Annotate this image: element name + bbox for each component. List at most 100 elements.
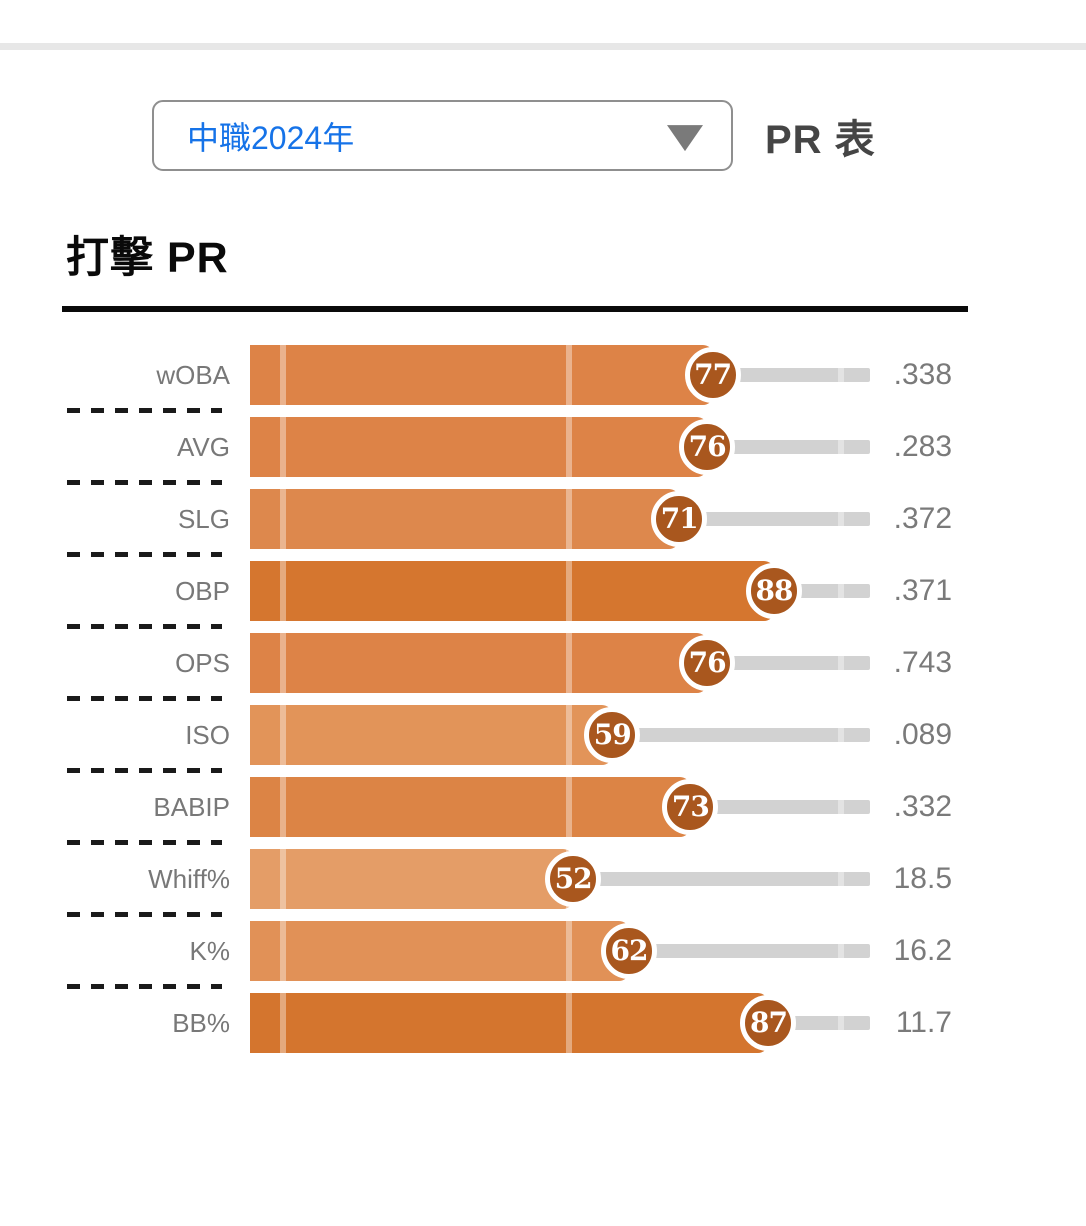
bar-area: 77 — [250, 345, 870, 405]
pr-number: 88 — [755, 574, 794, 607]
stat-value: 18.5 — [893, 862, 952, 895]
chart-row: BABIP 73 .332 — [0, 771, 1086, 843]
pr-number: 59 — [593, 718, 632, 751]
gridline-50 — [566, 417, 572, 477]
gridline-100 — [838, 417, 844, 477]
stat-value: 11.7 — [895, 1006, 952, 1039]
row-separator — [67, 480, 222, 485]
chart-row: OBP 88 .371 — [0, 555, 1086, 627]
pr-bar — [250, 993, 769, 1053]
section-rule — [62, 306, 968, 312]
pr-number: 76 — [688, 646, 727, 679]
section-title: 打擊 PR — [66, 234, 229, 282]
row-separator — [67, 696, 222, 701]
pr-bar — [250, 849, 574, 909]
stat-value: .283 — [893, 430, 952, 463]
chart-row: BB% 87 11.7 — [0, 987, 1086, 1059]
pr-bar — [250, 561, 775, 621]
chart-row: OPS 76 .743 — [0, 627, 1086, 699]
bar-area: 52 — [250, 849, 870, 909]
row-separator — [67, 552, 222, 557]
chart-row: AVG 76 .283 — [0, 411, 1086, 483]
bar-area: 87 — [250, 993, 870, 1053]
row-separator — [67, 408, 222, 413]
gridline-100 — [838, 633, 844, 693]
gridline-50 — [566, 633, 572, 693]
gridline-100 — [838, 993, 844, 1053]
pr-bar — [250, 705, 613, 765]
pr-marker: 77 — [684, 347, 741, 403]
row-separator — [67, 624, 222, 629]
row-label: K% — [189, 935, 230, 966]
gridline-100 — [838, 849, 844, 909]
pr-marker: 73 — [662, 779, 719, 835]
pr-number: 76 — [688, 430, 727, 463]
row-separator — [67, 984, 222, 989]
gridline-100 — [838, 777, 844, 837]
top-divider — [0, 43, 1086, 50]
row-label: wOBA — [156, 359, 230, 390]
gridline-100 — [838, 705, 844, 765]
bar-area: 71 — [250, 489, 870, 549]
gridline-50 — [566, 993, 572, 1053]
pr-marker: 76 — [679, 635, 736, 691]
pr-bar — [250, 921, 629, 981]
chart-row: K% 62 16.2 — [0, 915, 1086, 987]
pr-bar — [250, 489, 680, 549]
bar-area: 76 — [250, 633, 870, 693]
row-label: BB% — [172, 1007, 230, 1038]
row-label: OPS — [175, 647, 230, 678]
gridline-50 — [566, 777, 572, 837]
pr-marker: 62 — [600, 923, 657, 979]
gridline-100 — [838, 489, 844, 549]
gridline-50 — [566, 561, 572, 621]
stat-value: .743 — [893, 646, 952, 679]
pr-bar — [250, 633, 708, 693]
row-separator — [67, 912, 222, 917]
gridline-0 — [280, 849, 286, 909]
pr-number: 71 — [660, 502, 699, 535]
pr-marker: 88 — [746, 563, 803, 619]
pr-bar — [250, 417, 708, 477]
pr-number: 87 — [749, 1006, 788, 1039]
gridline-50 — [566, 489, 572, 549]
pr-bar — [250, 345, 713, 405]
pr-bar — [250, 777, 691, 837]
gridline-0 — [280, 561, 286, 621]
pr-table-label: PR 表 — [765, 117, 876, 162]
row-label: BABIP — [153, 791, 230, 822]
row-label: AVG — [177, 431, 230, 462]
stat-value: .338 — [893, 358, 952, 391]
gridline-0 — [280, 777, 286, 837]
gridline-50 — [566, 345, 572, 405]
row-separator — [67, 768, 222, 773]
stat-value: .371 — [893, 574, 952, 607]
pr-number: 77 — [694, 358, 732, 391]
bar-area: 76 — [250, 417, 870, 477]
gridline-100 — [838, 921, 844, 981]
row-label: ISO — [185, 719, 230, 750]
gridline-0 — [280, 489, 286, 549]
pr-marker: 71 — [651, 491, 708, 547]
chart-row: wOBA 77 .338 — [0, 339, 1086, 411]
pr-marker: 59 — [584, 707, 641, 763]
season-select-value: 中職2024年 — [187, 119, 355, 156]
row-separator — [67, 840, 222, 845]
gridline-100 — [838, 345, 844, 405]
stat-value: .332 — [893, 790, 952, 823]
bar-area: 59 — [250, 705, 870, 765]
pr-marker: 87 — [740, 995, 797, 1051]
stat-value: .089 — [893, 718, 952, 751]
pr-number: 62 — [610, 934, 648, 967]
gridline-0 — [280, 705, 286, 765]
stat-value: .372 — [893, 502, 952, 535]
bar-area: 73 — [250, 777, 870, 837]
season-select[interactable]: 中職2024年 — [152, 100, 733, 171]
gridline-50 — [566, 921, 572, 981]
row-label: Whiff% — [148, 863, 230, 894]
stat-value: 16.2 — [893, 934, 952, 967]
pr-marker: 52 — [545, 851, 602, 907]
gridline-0 — [280, 345, 286, 405]
pr-number: 73 — [671, 790, 710, 823]
gridline-0 — [280, 921, 286, 981]
